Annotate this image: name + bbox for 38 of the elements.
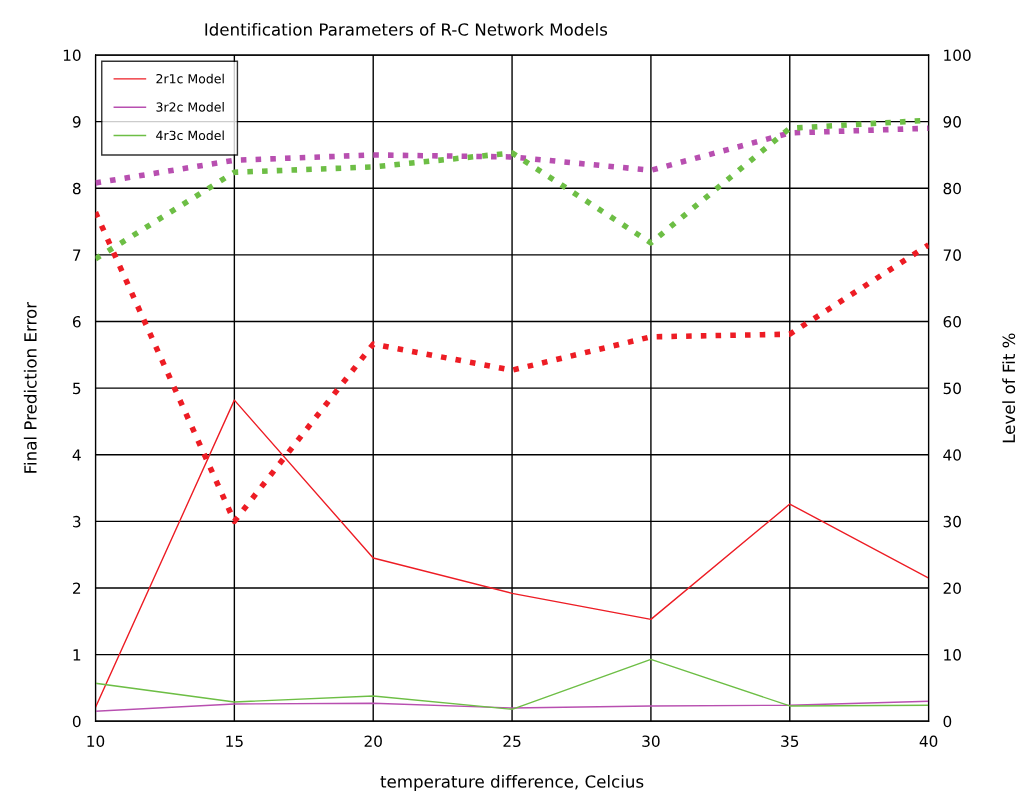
y2-tick-label: 80 — [943, 182, 961, 195]
x-tick-label: 40 — [919, 735, 938, 747]
x-tick-label: 10 — [87, 735, 105, 747]
y-tick-label: 1 — [73, 649, 81, 661]
y2-tick-label: 90 — [943, 116, 961, 128]
y2-tick-label: 70 — [943, 249, 961, 261]
x-tick-label: 20 — [364, 735, 382, 747]
y2-tick-label: 50 — [943, 382, 961, 395]
chart-title: Identification Parameters of R-C Network Models — [205, 22, 608, 36]
y2-tick-label: 10 — [944, 649, 961, 661]
y-tick-label: 4 — [72, 449, 81, 461]
y-axis-title: Final Prediction Error — [23, 301, 37, 473]
x-tick-label: 15 — [226, 735, 243, 747]
line-series — [95, 700, 929, 712]
y2-tick-label: 20 — [943, 582, 961, 595]
y2-tick-label: 0 — [943, 715, 952, 728]
y-tick-label: 6 — [72, 315, 81, 328]
legend-label: 4r3c Model — [156, 130, 224, 141]
y2-axis-title: Level of Fit % — [1002, 333, 1016, 443]
legend-label: 3r2c Model — [156, 102, 224, 112]
y-tick-label: 9 — [72, 116, 81, 128]
legend-label: 2r1c Model — [156, 73, 224, 84]
y2-tick-label: 60 — [943, 315, 961, 328]
x-tick-label: 35 — [781, 735, 799, 747]
y2-tick-label: 100 — [944, 49, 971, 62]
line-series — [95, 658, 929, 710]
x-tick-label: 25 — [503, 735, 521, 747]
y2-tick-label: 30 — [943, 515, 961, 528]
x-tick-label: 30 — [642, 735, 660, 747]
y-tick-label: 10 — [63, 49, 81, 62]
y-tick-label: 0 — [72, 715, 81, 728]
x-axis-title: temperature difference, Celcius — [380, 774, 644, 792]
y-tick-label: 2 — [73, 582, 81, 594]
y-tick-label: 5 — [73, 382, 81, 395]
y-tick-label: 7 — [73, 249, 81, 261]
y-tick-label: 3 — [73, 515, 81, 528]
y2-tick-label: 40 — [943, 449, 961, 461]
y-tick-label: 8 — [72, 182, 81, 195]
